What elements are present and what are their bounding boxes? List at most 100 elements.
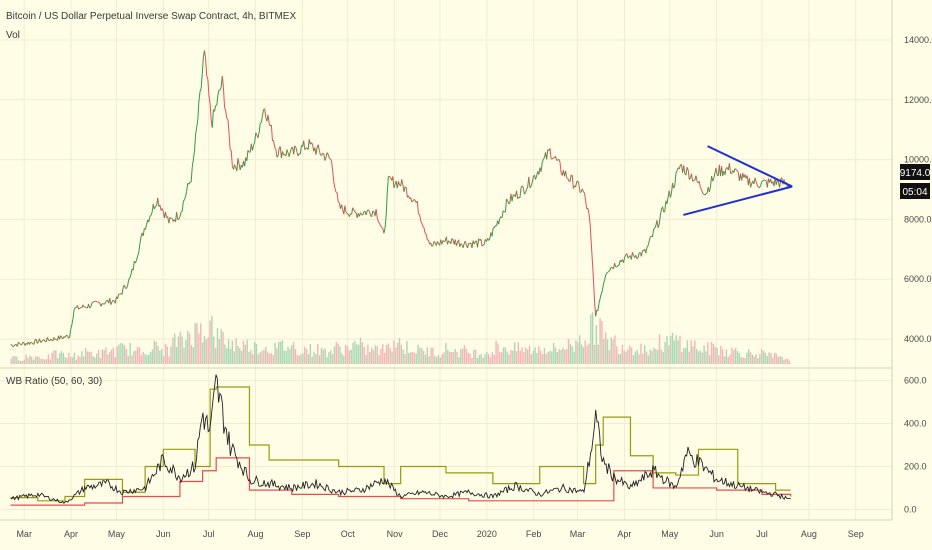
price-segment-448 xyxy=(508,202,511,205)
price-segment-287 xyxy=(329,157,331,160)
volume-bar-77 xyxy=(153,340,156,364)
volume-bar-83 xyxy=(164,343,167,364)
volume-bar-313 xyxy=(591,312,594,364)
volume-bar-73 xyxy=(146,354,148,364)
volume-bar-240 xyxy=(456,351,458,364)
price-segment-223 xyxy=(257,132,260,139)
volume-bar-251 xyxy=(476,358,479,364)
volume-bar-213 xyxy=(406,341,408,364)
price-segment-605 xyxy=(683,165,686,174)
price-segment-164 xyxy=(191,159,194,168)
volume-bar-207 xyxy=(395,347,397,364)
price-segment-239 xyxy=(275,148,278,158)
volume-bar-401 xyxy=(755,354,757,364)
volume-bar-404 xyxy=(760,349,763,364)
volume-bar-308 xyxy=(582,347,585,364)
price-segment-82 xyxy=(100,303,103,307)
volume-bar-220 xyxy=(419,347,421,364)
trendline-0 xyxy=(707,145,793,188)
time-axis-label-15: Jun xyxy=(709,529,724,539)
price-segment-665 xyxy=(750,183,753,188)
volume-bar-196 xyxy=(374,345,377,364)
price-segment-25 xyxy=(36,341,39,344)
price-segment-156 xyxy=(182,199,185,202)
volume-bar-182 xyxy=(348,350,351,364)
volume-bar-202 xyxy=(385,344,388,364)
volume-bar-256 xyxy=(486,352,488,364)
price-segment-601 xyxy=(678,165,681,170)
price-segment-31 xyxy=(43,339,46,342)
volume-bars xyxy=(10,312,791,364)
volume-bar-364 xyxy=(686,340,689,364)
price-segment-111 xyxy=(132,261,135,271)
price-segment-400 xyxy=(454,239,457,246)
trendline-1 xyxy=(683,185,793,216)
volume-bar-157 xyxy=(302,353,304,364)
volume-bar-226 xyxy=(430,347,432,364)
last-price-badge xyxy=(900,164,930,180)
volume-bar-159 xyxy=(305,348,308,364)
price-segment-50 xyxy=(64,335,67,338)
volume-bar-252 xyxy=(478,354,481,364)
price-segment-439 xyxy=(498,218,501,225)
price-segment-155 xyxy=(181,201,184,212)
price-segment-577 xyxy=(652,229,655,237)
volume-bar-415 xyxy=(781,356,783,364)
volume-bar-330 xyxy=(623,350,625,364)
volume-bar-337 xyxy=(636,349,638,364)
indicator-series xyxy=(10,374,792,506)
price-segment-199 xyxy=(230,150,233,167)
volume-bar-75 xyxy=(149,351,152,364)
price-segment-472 xyxy=(535,175,538,180)
price-axis-tick-5: 14000.0 xyxy=(904,35,932,45)
price-segment-54 xyxy=(69,329,72,338)
price-segment-529 xyxy=(598,298,601,304)
volume-bar-1 xyxy=(12,356,14,364)
price-segment-424 xyxy=(481,244,484,247)
price-segment-135 xyxy=(159,204,162,211)
volume-bar-164 xyxy=(315,354,317,364)
volume-bar-323 xyxy=(610,337,612,364)
price-segment-261 xyxy=(299,145,302,155)
price-segment-597 xyxy=(674,173,677,186)
volume-bar-100 xyxy=(196,323,198,364)
volume-bar-174 xyxy=(333,346,336,364)
volume-bar-101 xyxy=(198,333,200,364)
volume-bar-383 xyxy=(721,349,724,364)
price-segment-172 xyxy=(200,73,203,89)
price-segment-235 xyxy=(270,125,273,141)
price-segment-371 xyxy=(422,226,425,229)
price-segment-330 xyxy=(376,217,379,222)
volume-bar-149 xyxy=(287,346,289,364)
price-segment-93 xyxy=(112,299,115,302)
volume-bar-315 xyxy=(595,325,598,364)
price-segment-7 xyxy=(16,342,19,347)
volume-bar-89 xyxy=(175,346,178,364)
price-segment-373 xyxy=(424,233,427,235)
volume-bar-416 xyxy=(783,359,785,364)
volume-bar-299 xyxy=(565,349,568,364)
price-segment-207 xyxy=(239,164,242,171)
time-axis-label-16: Jul xyxy=(756,529,768,539)
volume-bar-88 xyxy=(174,333,176,364)
volume-bar-2 xyxy=(14,356,16,364)
price-segment-579 xyxy=(654,225,657,229)
price-segment-442 xyxy=(501,210,504,218)
volume-bar-231 xyxy=(439,357,442,364)
price-segment-310 xyxy=(354,211,357,214)
price-segment-631 xyxy=(712,178,715,182)
price-segment-256 xyxy=(294,145,297,148)
volume-bar-180 xyxy=(344,344,347,364)
volume-bar-153 xyxy=(294,348,297,364)
price-segment-525 xyxy=(594,301,597,317)
volume-bar-288 xyxy=(545,353,547,364)
price-segment-393 xyxy=(446,240,450,245)
price-segment-567 xyxy=(640,250,643,257)
volume-bar-342 xyxy=(645,351,648,364)
volume-bar-29 xyxy=(64,357,66,364)
price-segment-178 xyxy=(207,79,210,96)
price-segment-221 xyxy=(255,132,258,136)
price-segment-514 xyxy=(581,188,584,192)
price-segment-301 xyxy=(344,205,347,213)
price-segment-688 xyxy=(775,179,778,185)
